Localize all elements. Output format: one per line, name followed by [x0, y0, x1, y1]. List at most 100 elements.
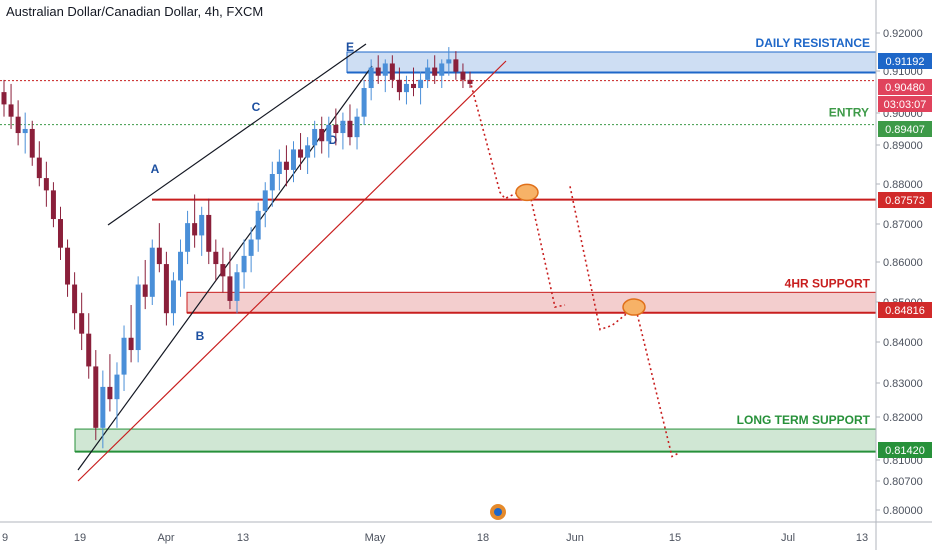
point-label-b: B — [196, 329, 205, 343]
candles-layer — [1, 47, 473, 449]
candle — [50, 190, 56, 220]
y-tick-label: 0.92000 — [883, 28, 923, 40]
candle — [15, 116, 21, 134]
x-tick-label: 13 — [856, 532, 868, 544]
candle — [283, 161, 289, 170]
candle — [170, 280, 176, 314]
point-label-e: E — [346, 40, 354, 54]
candle — [128, 337, 134, 351]
candle — [305, 145, 311, 158]
candle — [234, 272, 240, 301]
x-tick-label: 9 — [2, 532, 8, 544]
candle — [333, 124, 339, 134]
candle — [425, 67, 431, 80]
candle — [107, 386, 113, 400]
candle — [135, 284, 141, 351]
candle — [248, 239, 254, 256]
chart-title: Australian Dollar/Canadian Dollar, 4h, F… — [6, 4, 264, 19]
forecast-path — [529, 194, 566, 309]
forecast-path — [634, 304, 681, 458]
candle — [192, 223, 198, 236]
candle — [340, 120, 346, 134]
point-label-a: A — [151, 162, 160, 176]
upper-channel-line — [107, 43, 367, 226]
price-badge-text: 0.89407 — [885, 124, 925, 136]
candle — [319, 128, 325, 142]
candle — [354, 116, 360, 138]
candle — [269, 174, 275, 191]
candle — [241, 255, 247, 273]
candle — [403, 83, 409, 93]
price-badge: 0.89407 — [878, 121, 932, 137]
candle — [262, 190, 268, 211]
candle — [382, 63, 388, 76]
y-tick-label: 0.82000 — [883, 412, 923, 424]
candle — [312, 128, 318, 146]
price-badge: 0.87573 — [878, 192, 932, 208]
candle — [149, 247, 155, 297]
y-tick-label: 0.86000 — [883, 257, 923, 269]
point-label-d: D — [329, 133, 338, 147]
x-tick-label: 15 — [669, 532, 681, 544]
retest-marker — [515, 183, 539, 202]
candle — [8, 104, 14, 117]
red-trendline — [77, 60, 507, 482]
price-badge: 0.84816 — [878, 302, 932, 318]
price-badge-bg — [878, 79, 932, 95]
zones-layer: DAILY RESISTANCE 4HR SUPPORT LONG TERM SUP… — [74, 36, 877, 453]
zone-1 — [186, 291, 877, 314]
price-badge-text: 0.87573 — [885, 195, 925, 207]
candle — [255, 210, 261, 240]
y-tick-label: 0.88000 — [883, 179, 923, 191]
candle — [439, 63, 445, 76]
candle — [206, 214, 212, 252]
zone-label: 4HR SUPPORT — [785, 276, 871, 290]
candle — [156, 247, 162, 265]
price-badge-text: 03:03:07 — [884, 99, 927, 111]
candle — [361, 88, 367, 117]
y-tick-label: 0.89000 — [883, 140, 923, 152]
price-badge-text: 0.91192 — [886, 56, 925, 68]
candle — [347, 120, 353, 138]
price-badge-bg — [878, 53, 932, 69]
candle — [213, 251, 219, 265]
point-label-c: C — [252, 100, 261, 114]
price-badge: 03:03:07 — [878, 96, 932, 112]
candle — [29, 128, 35, 158]
x-tick-label: May — [365, 532, 386, 544]
x-tick-label: Apr — [157, 532, 174, 544]
candle — [65, 247, 71, 285]
y-tick-label: 0.80000 — [883, 505, 923, 517]
price-badge-bg — [878, 192, 932, 208]
candle — [114, 374, 120, 400]
y-tick-label: 0.84000 — [883, 337, 923, 349]
candle — [121, 337, 127, 375]
candle — [276, 161, 282, 174]
candle — [57, 219, 63, 248]
candle — [368, 67, 374, 89]
candle — [411, 83, 417, 89]
zone-label: DAILY RESISTANCE — [756, 36, 870, 50]
candle — [100, 386, 106, 428]
candle — [432, 67, 438, 76]
price-badge: 0.81420 — [878, 442, 932, 458]
candle — [396, 79, 402, 93]
candle — [290, 149, 296, 170]
price-badge-text: 0.90480 — [885, 82, 925, 94]
y-tick-label: 0.87000 — [883, 219, 923, 231]
candle — [185, 223, 191, 252]
candle — [93, 366, 99, 428]
x-tick-label: Jul — [781, 532, 795, 544]
candle — [446, 59, 452, 64]
x-tick-label: 18 — [477, 532, 489, 544]
price-badges-layer: 0.91192 0.90480 03:03:07 0.89407 0.87573 0.84… — [878, 53, 932, 458]
candle — [418, 79, 424, 89]
candle — [298, 149, 304, 158]
candle — [36, 157, 42, 179]
watermark-logo-inner — [494, 508, 502, 516]
price-badge: 0.90480 — [878, 79, 932, 95]
forecast-layer — [469, 80, 681, 520]
